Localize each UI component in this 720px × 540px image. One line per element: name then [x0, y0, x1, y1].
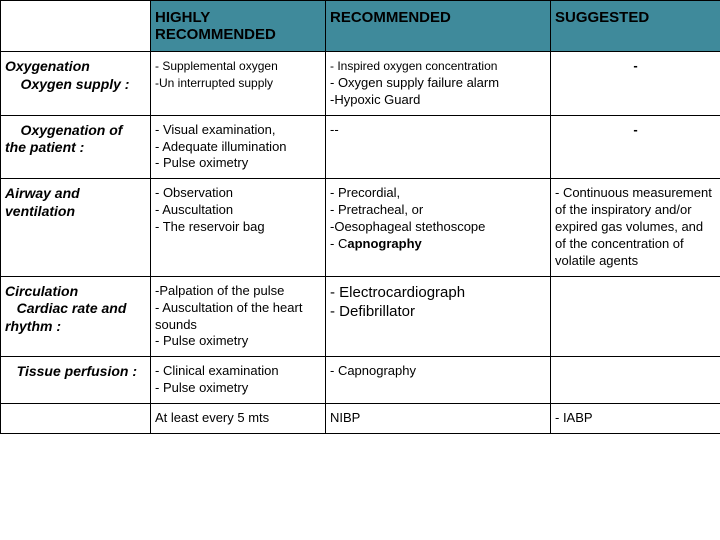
cell-sugg: - IABP [551, 404, 720, 434]
cell-text: - Oxygen supply failure alarm-Hypoxic Gu… [330, 75, 499, 107]
cell-sugg: - [551, 115, 720, 179]
row-label [1, 404, 151, 434]
row-label: Oxygenation Oxygen supply : [1, 52, 151, 116]
cell-rec: - Precordial,- Pretracheal, or-Oesophage… [326, 179, 551, 276]
cell-text: - Supplemental oxygen-Un interrupted sup… [155, 59, 278, 90]
cell-highly: At least every 5 mts [151, 404, 326, 434]
header-suggested: SUGGESTED [551, 1, 720, 52]
cell-highly: - Supplemental oxygen-Un interrupted sup… [151, 52, 326, 116]
cell-rec: NIBP [326, 404, 551, 434]
cell-sugg: - Continuous measurement of the inspirat… [551, 179, 720, 276]
table-row: Airway and ventilation - Observation- Au… [1, 179, 720, 276]
table-row: Oxygenation of the patient : - Visual ex… [1, 115, 720, 179]
cell-highly: - Observation- Auscultation- The reservo… [151, 179, 326, 276]
cell-highly: -Palpation of the pulse- Auscultation of… [151, 276, 326, 357]
cell-sugg [551, 357, 720, 404]
monitoring-table: HIGHLY RECOMMENDED RECOMMENDED SUGGESTED… [0, 0, 720, 434]
cell-sugg [551, 276, 720, 357]
cell-sugg: - [551, 52, 720, 116]
row-label: Oxygenation of the patient : [1, 115, 151, 179]
header-row: HIGHLY RECOMMENDED RECOMMENDED SUGGESTED [1, 1, 720, 52]
row-label: Airway and ventilation [1, 179, 151, 276]
cell-highly: - Visual examination,- Adequate illumina… [151, 115, 326, 179]
table-row: Oxygenation Oxygen supply : - Supplement… [1, 52, 720, 116]
cell-highly: - Clinical examination- Pulse oximetry [151, 357, 326, 404]
cell-rec: - Capnography [326, 357, 551, 404]
header-highly: HIGHLY RECOMMENDED [151, 1, 326, 52]
cell-rec: - Electrocardiograph- Defibrillator [326, 276, 551, 357]
table-row: Tissue perfusion : - Clinical examinatio… [1, 357, 720, 404]
cell-rec: - Inspired oxygen concentration - Oxygen … [326, 52, 551, 116]
cell-rec: -- [326, 115, 551, 179]
table-row: Circulation Cardiac rate and rhythm : -P… [1, 276, 720, 357]
header-blank [1, 1, 151, 52]
cell-text-bold: apnography [347, 236, 421, 251]
row-label: Tissue perfusion : [1, 357, 151, 404]
table-row: At least every 5 mts NIBP - IABP [1, 404, 720, 434]
header-recommended: RECOMMENDED [326, 1, 551, 52]
row-label: Circulation Cardiac rate and rhythm : [1, 276, 151, 357]
cell-text: - Inspired oxygen concentration [330, 59, 497, 73]
